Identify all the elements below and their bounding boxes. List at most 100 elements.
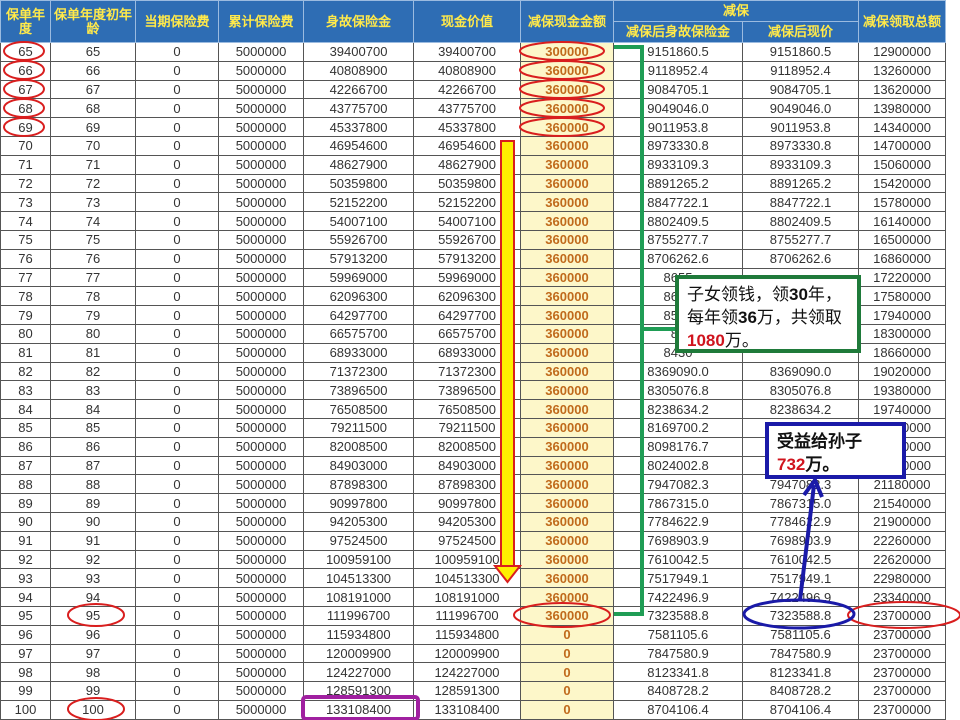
cell-cash-value: 90997800 [413, 493, 521, 513]
cell-reduced-cash-value: 8847722.1 [741, 192, 860, 213]
circle-year-65 [3, 41, 45, 61]
header-reduced-cash-value: 减保后现价 [741, 21, 860, 43]
cell-withdrawal-amount: 360000 [520, 511, 614, 532]
cell-reduced-death-benefit: 8305076.8 [613, 380, 743, 401]
cell-reduced-cash-value: 7847580.9 [741, 643, 860, 664]
table-row: 72 72 0 5000000 50359800 50359800 360000 889126… [0, 173, 947, 194]
cell-death-benefit: 45337800 [303, 117, 414, 137]
cell-policy-year: 86 [0, 436, 51, 457]
callout-text: 年，每年领 [687, 285, 842, 327]
cell-total-withdrawn: 19740000 [858, 399, 947, 419]
cell-policy-year: 80 [0, 323, 51, 344]
circle-year-66 [3, 60, 45, 80]
cell-reduced-cash-value: 7323588.8 [741, 605, 860, 626]
callout-amount: 732 [777, 455, 806, 474]
cell-total-premium: 5000000 [218, 305, 304, 325]
cell-current-premium: 0 [135, 192, 219, 213]
table-row: 100 100 0 5000000 133108400 133108400 0 8704106… [0, 699, 947, 720]
table-row: 75 75 0 5000000 55926700 55926700 360000 875527… [0, 229, 947, 250]
callout-annual: 36 [738, 308, 757, 327]
cell-age: 73 [50, 192, 136, 213]
cell-death-benefit: 46954600 [303, 135, 414, 156]
cell-death-benefit: 42266700 [303, 79, 414, 100]
table-row: 65 65 0 5000000 39400700 39400700 300000 915186… [0, 42, 947, 62]
green-bracket [614, 45, 677, 616]
header-current-premium: 当期保险费 [135, 0, 219, 43]
circle-withdraw-65 [519, 41, 605, 61]
table-row: 83 83 0 5000000 73896500 73896500 360000 830507… [0, 380, 947, 401]
cell-total-withdrawn: 14700000 [858, 135, 947, 156]
cell-policy-year: 72 [0, 173, 51, 194]
cell-cash-value: 76508500 [413, 399, 521, 419]
cell-death-benefit: 97524500 [303, 530, 414, 551]
table-row: 91 91 0 5000000 97524500 97524500 360000 769890… [0, 530, 947, 551]
cell-policy-year: 83 [0, 380, 51, 401]
cell-total-premium: 5000000 [218, 211, 304, 231]
header-age: 保单年度初年龄 [50, 0, 136, 43]
table-row: 71 71 0 5000000 48627900 48627900 360000 893310… [0, 154, 947, 175]
cell-total-withdrawn: 23700000 [858, 662, 947, 683]
cell-death-benefit: 50359800 [303, 173, 414, 194]
callout-text: 万。 [724, 331, 759, 350]
cell-death-benefit: 111996700 [303, 605, 414, 626]
cell-cash-value: 43775700 [413, 98, 521, 119]
cell-withdrawal-amount: 360000 [520, 173, 614, 194]
cell-cash-value: 66575700 [413, 323, 521, 344]
cell-reduced-death-benefit: 7784622.9 [613, 511, 743, 532]
cell-reduced-cash-value: 8704106.4 [741, 699, 860, 720]
cell-cash-value: 94205300 [413, 511, 521, 532]
cell-withdrawal-amount: 360000 [520, 267, 614, 288]
cell-withdrawal-amount: 360000 [520, 605, 614, 626]
cell-withdrawal-amount: 360000 [520, 361, 614, 382]
cell-withdrawal-amount: 360000 [520, 530, 614, 551]
cell-cash-value: 46954600 [413, 135, 521, 156]
cell-policy-year: 70 [0, 135, 51, 156]
cell-policy-year: 75 [0, 229, 51, 250]
cell-age: 99 [50, 681, 136, 701]
table-row: 82 82 0 5000000 71372300 71372300 360000 836909… [0, 361, 947, 382]
cell-total-premium: 5000000 [218, 699, 304, 720]
circle-withdraw-69 [519, 117, 605, 137]
cell-death-benefit: 79211500 [303, 417, 414, 438]
cell-cash-value: 71372300 [413, 361, 521, 382]
circle-year-67 [3, 79, 45, 99]
cell-current-premium: 0 [135, 135, 219, 156]
cell-withdrawal-amount: 360000 [520, 399, 614, 419]
cell-withdrawal-amount: 360000 [520, 323, 614, 344]
cell-total-premium: 5000000 [218, 42, 304, 62]
table-row: 92 92 0 5000000 100959100 100959100 360000 7610… [0, 549, 947, 570]
table-row: 70 70 0 5000000 46954600 46954600 360000 897333… [0, 135, 947, 156]
cell-current-premium: 0 [135, 173, 219, 194]
circle-withdraw-95 [513, 602, 611, 628]
cell-death-benefit: 57913200 [303, 248, 414, 269]
header-withdrawal-amount: 减保现金金额 [520, 0, 614, 43]
cell-total-premium: 5000000 [218, 417, 304, 438]
cell-current-premium: 0 [135, 211, 219, 231]
cell-policy-year: 73 [0, 192, 51, 213]
cell-reduced-death-benefit: 8704106.4 [613, 699, 743, 720]
cell-cash-value: 108191000 [413, 587, 521, 607]
cell-policy-year: 96 [0, 624, 51, 645]
cell-withdrawal-amount: 360000 [520, 417, 614, 438]
cell-death-benefit: 52152200 [303, 192, 414, 213]
callout-years: 30 [789, 285, 808, 304]
table-row: 74 74 0 5000000 54007100 54007100 360000 880240… [0, 211, 947, 231]
callout-grandchild-benefit: 受益给孙子 732万。 [765, 422, 906, 479]
cell-withdrawal-amount: 360000 [520, 154, 614, 175]
cell-cash-value: 97524500 [413, 530, 521, 551]
table-row: 93 93 0 5000000 104513300 104513300 360000 7517… [0, 568, 947, 589]
cell-reduced-cash-value: 8973330.8 [741, 135, 860, 156]
cell-total-premium: 5000000 [218, 530, 304, 551]
header-group-reduction: 减保 [612, 0, 860, 22]
cell-reduced-cash-value: 9011953.8 [741, 117, 860, 137]
cell-policy-year: 71 [0, 154, 51, 175]
cell-death-benefit: 40808900 [303, 60, 414, 81]
cell-cash-value: 50359800 [413, 173, 521, 194]
table-row: 89 89 0 5000000 90997800 90997800 360000 786731… [0, 493, 947, 513]
table-row: 7979050000006429770064297700360000854717… [0, 305, 947, 325]
cell-death-benefit: 48627900 [303, 154, 414, 175]
table-row: 68 68 0 5000000 43775700 43775700 360000 904904… [0, 98, 947, 119]
cell-reduced-cash-value: 8123341.8 [741, 662, 860, 683]
cell-total-premium: 5000000 [218, 117, 304, 137]
